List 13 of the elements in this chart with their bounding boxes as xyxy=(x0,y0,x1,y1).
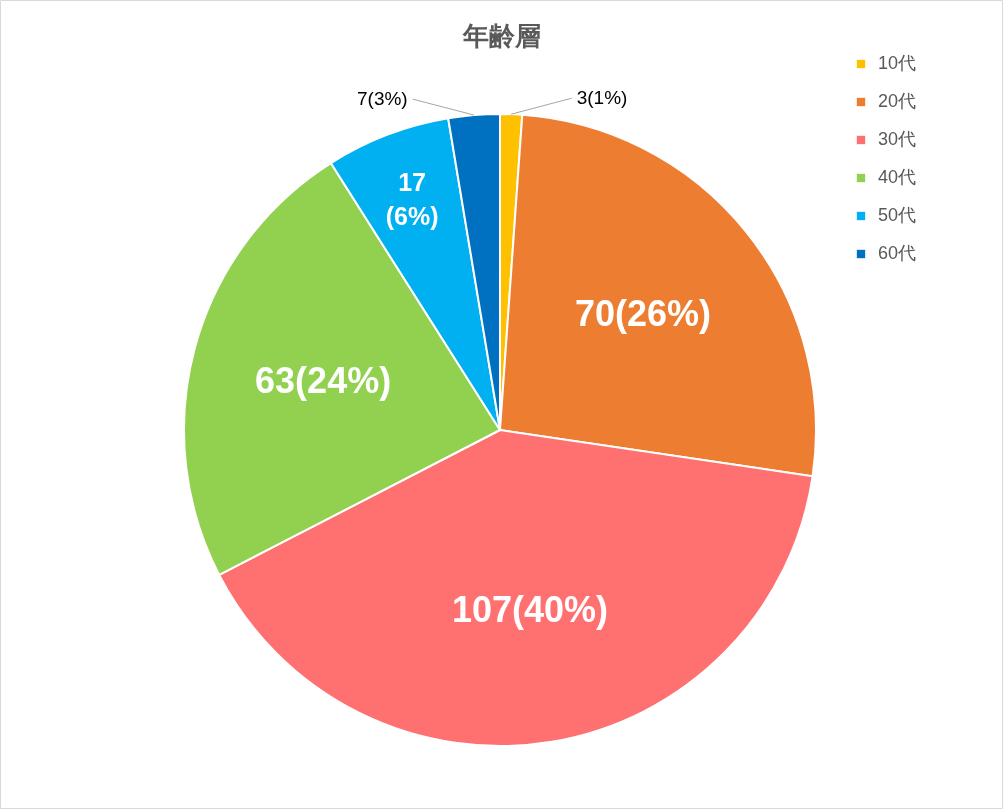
chart-title: 年齢層 xyxy=(461,21,541,51)
legend-label: 60代 xyxy=(878,243,917,263)
data-label: 70(26%) xyxy=(574,293,711,335)
data-label: 3(1%) xyxy=(576,87,628,109)
data-label: 63(24%) xyxy=(255,360,392,402)
legend-label: 40代 xyxy=(878,167,917,187)
data-label: 107(40%) xyxy=(452,588,609,630)
data-label: 17 (6%) xyxy=(385,167,439,230)
legend-label: 20代 xyxy=(878,91,917,111)
legend-label: 10代 xyxy=(878,53,917,73)
data-label: 7(3%) xyxy=(357,88,408,110)
legend-label: 50代 xyxy=(878,205,917,225)
legend-label: 30代 xyxy=(878,129,917,149)
